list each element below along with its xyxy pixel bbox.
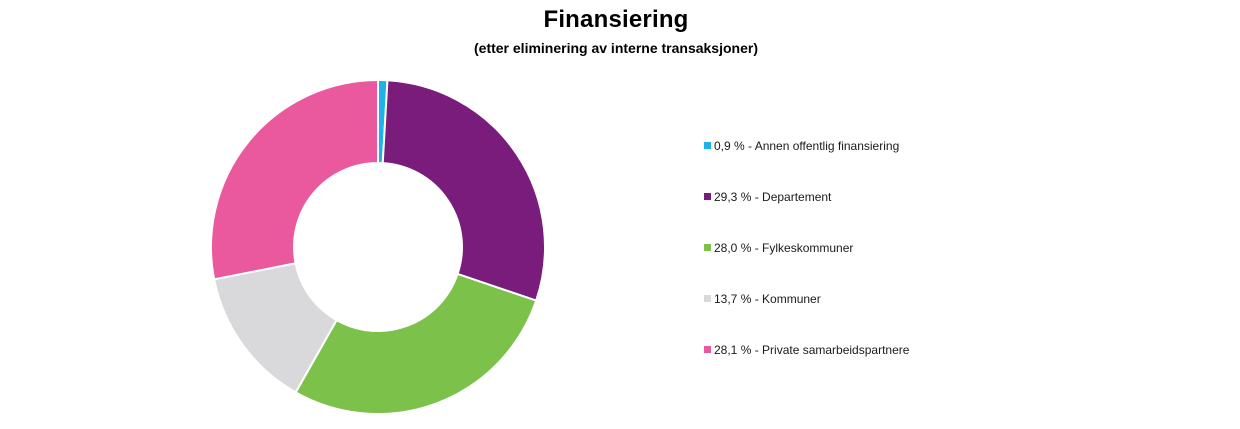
chart-subtitle: (etter eliminering av interne transaksjo… <box>474 40 758 56</box>
legend-label: 0,9 % - Annen offentlig finansiering <box>714 139 900 153</box>
legend-swatch <box>704 193 711 200</box>
legend-label: 29,3 % - Departement <box>714 190 832 204</box>
legend-swatch <box>704 295 711 302</box>
chart-title: Finansiering <box>543 6 689 33</box>
donut-slice-4 <box>210 78 379 281</box>
legend-swatch <box>704 142 711 149</box>
legend-label: 13,7 % - Kommuner <box>714 292 821 306</box>
donut-slice-1 <box>381 79 546 302</box>
legend-label: 28,1 % - Private samarbeidspartnere <box>714 343 910 357</box>
donut-slice-2 <box>294 272 538 415</box>
legend-swatch <box>704 244 711 251</box>
legend-swatch <box>704 346 711 353</box>
legend-label: 28,0 % - Fylkeskommuner <box>714 241 854 255</box>
